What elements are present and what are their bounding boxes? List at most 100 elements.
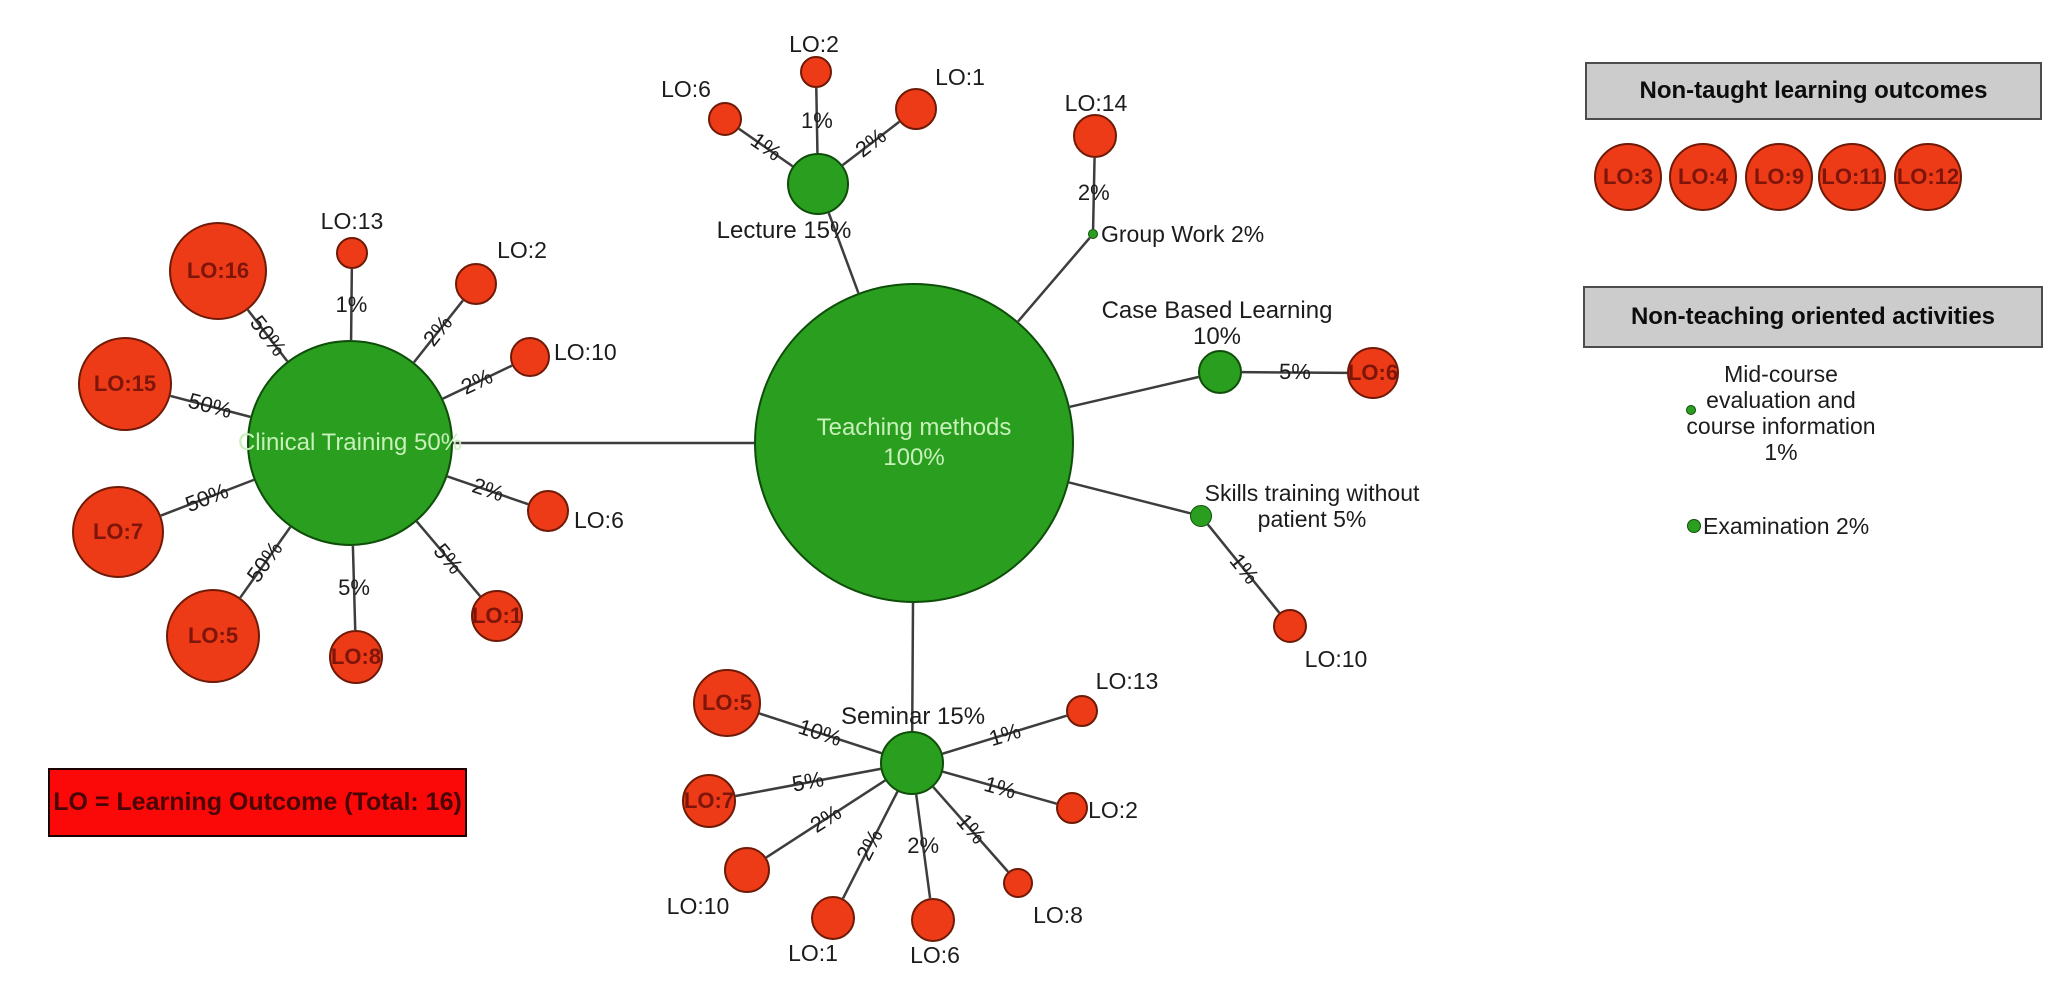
edge-seminar-se_lo10: [765, 779, 886, 859]
node-c_lo5: LO:5: [166, 589, 260, 683]
node-c_lo8: LO:8: [329, 630, 383, 684]
node-se_lo2: [1056, 792, 1088, 824]
node-se_lo1: [811, 896, 855, 940]
label-se_lo1: LO:1: [788, 940, 838, 966]
node-nt_lo3: LO:3: [1594, 143, 1662, 211]
node-lecture: [787, 153, 849, 215]
edge-seminar-se_lo7: [735, 767, 881, 798]
weight-label-seminar-se_lo6: 2%: [907, 833, 940, 859]
label-se_lo5: LO:5: [701, 689, 753, 715]
node-nt_lo11: LO:11: [1818, 143, 1886, 211]
label-c_lo1: LO:1: [471, 602, 523, 628]
node-c_lo1: LO:1: [471, 590, 523, 642]
node-c_lo2: [455, 263, 497, 305]
node-exam: [1687, 519, 1701, 533]
node-le_lo1: [895, 88, 937, 130]
non-taught-outcomes-header: Non-taught learning outcomes: [1585, 62, 2042, 120]
label-teaching: Teaching methods 100%: [816, 414, 1012, 471]
label-c_lo13: LO:13: [320, 208, 384, 234]
edge-clinical-c_lo16: [246, 309, 289, 363]
node-casebased: [1198, 350, 1242, 394]
node-le_lo2: [800, 56, 832, 88]
edge-lecture-le_lo2: [815, 87, 819, 154]
legend-box: LO = Learning Outcome (Total: 16): [48, 768, 467, 837]
label-c_lo8: LO:8: [330, 643, 382, 669]
label-nt_lo11: LO:11: [1821, 163, 1883, 189]
label-c_lo2: LO:2: [497, 237, 547, 263]
edge-clinical-c_lo15: [170, 394, 251, 419]
label-midcourse: Mid-course evaluation and course informati…: [1686, 361, 1876, 465]
edge-lecture-le_lo6: [738, 127, 794, 168]
weight-label-clinical-c_lo8: 5%: [338, 574, 370, 600]
node-cb_lo6: LO:6: [1347, 347, 1399, 399]
node-c_lo7: LO:7: [72, 486, 164, 578]
edge-teaching-seminar: [910, 602, 915, 732]
label-seminar: Seminar 15%: [840, 703, 986, 730]
label-se_lo6: LO:6: [910, 942, 960, 968]
node-c_lo10: [510, 337, 550, 377]
node-g_lo14: [1073, 114, 1117, 158]
edge-clinical-c_lo1: [415, 520, 482, 597]
label-le_lo1: LO:1: [935, 64, 985, 90]
edge-clinical-c_lo5: [239, 526, 292, 599]
node-c_lo13: [336, 237, 368, 269]
label-se_lo13: LO:13: [1095, 668, 1159, 694]
edge-teaching-casebased: [1069, 375, 1199, 409]
node-se_lo5: LO:5: [693, 669, 761, 737]
edge-seminar-se_lo8: [932, 786, 1010, 873]
label-nt_lo4: LO:4: [1677, 163, 1729, 189]
label-le_lo2: LO:2: [789, 31, 839, 57]
node-nt_lo9: LO:9: [1745, 143, 1813, 211]
edge-clinical-c_lo6: [447, 475, 529, 506]
label-groupwork: Group Work 2%: [1101, 221, 1265, 247]
edge-teaching-lecture: [827, 212, 860, 294]
label-g_lo14: LO:14: [1064, 90, 1128, 116]
label-se_lo2: LO:2: [1088, 797, 1138, 823]
edge-teaching-skills: [1068, 481, 1191, 515]
label-exam: Examination 2%: [1703, 513, 1870, 539]
label-lecture: Lecture 15%: [716, 217, 852, 244]
edge-seminar-se_lo13: [942, 714, 1068, 755]
edge-teaching-groupwork: [1017, 236, 1091, 323]
label-c_lo7: LO:7: [92, 518, 144, 544]
node-se_lo13: [1066, 695, 1098, 727]
node-c_lo6: [527, 490, 569, 532]
node-s_lo10: [1273, 609, 1307, 643]
edge-seminar-se_lo1: [841, 790, 899, 899]
node-clinical: Clinical Training 50%: [238, 340, 462, 546]
node-skills: [1190, 505, 1212, 527]
label-le_lo6: LO:6: [661, 76, 711, 102]
node-se_lo8: [1003, 868, 1033, 898]
edge-clinical-c_lo7: [160, 478, 255, 517]
non-teaching-activities-header: Non-teaching oriented activities: [1583, 286, 2043, 348]
node-c_lo16: LO:16: [169, 222, 267, 320]
label-c_lo16: LO:16: [186, 257, 250, 283]
edge-lecture-le_lo1: [841, 120, 901, 167]
label-nt_lo9: LO:9: [1753, 163, 1805, 189]
label-casebased: Case Based Learning 10%: [1101, 297, 1333, 350]
edge-clinical-c_lo2: [412, 299, 464, 364]
node-teaching: Teaching methods 100%: [754, 283, 1074, 603]
label-se_lo10: LO:10: [666, 893, 730, 919]
weight-label-clinical-c_lo13: 1%: [335, 291, 368, 317]
weight-label-lecture-le_lo2: 1%: [800, 107, 833, 133]
label-s_lo10: LO:10: [1304, 646, 1368, 672]
node-midcourse: [1686, 405, 1696, 415]
label-c_lo10: LO:10: [554, 339, 617, 365]
edge-clinical-c_lo10: [442, 364, 513, 400]
edge-clinical-c_lo13: [349, 268, 354, 341]
label-se_lo8: LO:8: [1033, 902, 1083, 928]
edge-casebased-cb_lo6: [1241, 370, 1348, 375]
edge-skills-s_lo10: [1206, 523, 1281, 614]
edge-groupwork-g_lo14: [1091, 157, 1096, 230]
label-nt_lo3: LO:3: [1602, 163, 1654, 189]
label-clinical: Clinical Training 50%: [237, 429, 463, 456]
label-skills: Skills training without patient 5%: [1204, 480, 1420, 532]
node-groupwork: [1088, 229, 1098, 239]
edge-seminar-se_lo6: [915, 794, 932, 899]
weight-label-casebased-cb_lo6: 5%: [1278, 359, 1311, 385]
node-se_lo6: [911, 898, 955, 942]
label-c_lo5: LO:5: [187, 622, 239, 648]
